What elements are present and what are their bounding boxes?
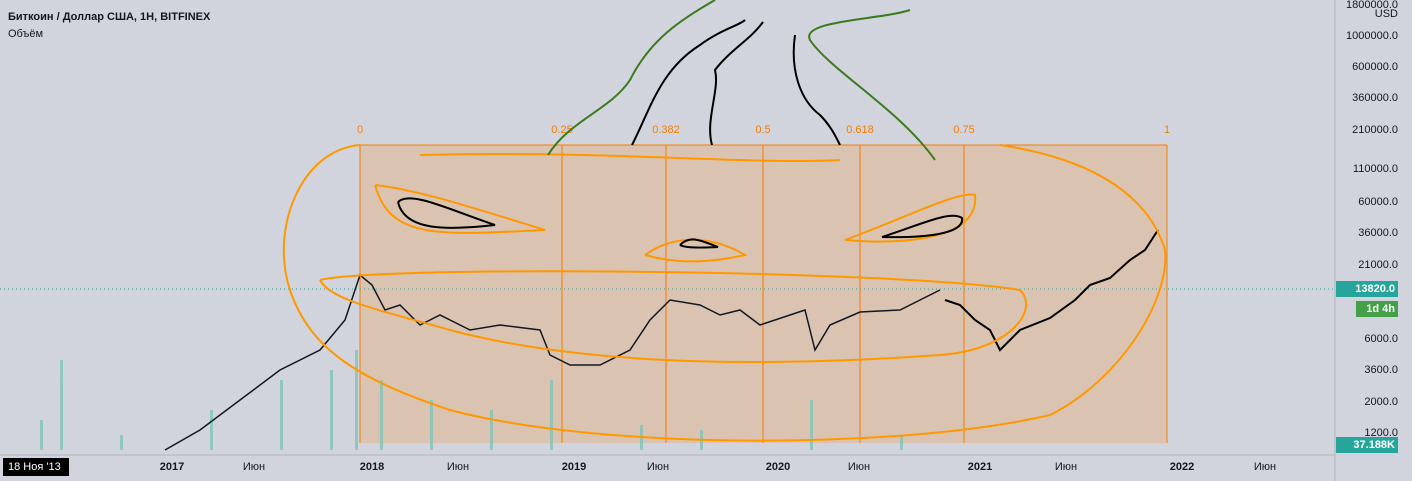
price-labels: 1800000.0 1000000.0 600000.0 360000.0 210000…	[1346, 0, 1398, 439]
price-label: 1800000.0	[1346, 0, 1398, 11]
time-label: 2022	[1170, 461, 1194, 473]
price-label: 360000.0	[1352, 92, 1398, 104]
countdown: 1d 4h	[1366, 303, 1395, 315]
fib-label: 1	[1164, 124, 1170, 136]
price-label: 3600.0	[1364, 364, 1398, 376]
fib-label: 0.75	[953, 124, 974, 136]
price-label: 600000.0	[1352, 61, 1398, 73]
time-label: Июн	[243, 461, 265, 473]
date-badge	[3, 458, 69, 476]
chart-title: Биткоин / Доллар США, 1Н, BITFINEX	[8, 11, 211, 23]
price-label: 2000.0	[1364, 396, 1398, 408]
fib-label: 0.618	[846, 124, 874, 136]
time-label: Июн	[1055, 461, 1077, 473]
price-badge	[1336, 281, 1398, 297]
fib-label: 0	[357, 124, 363, 136]
price-line	[164, 273, 941, 451]
decorative-strokes	[397, 0, 964, 249]
price-label: 21000.0	[1358, 259, 1398, 271]
price-label: 6000.0	[1364, 333, 1398, 345]
fib-label: 0.382	[652, 124, 680, 136]
price-label: 1000000.0	[1346, 30, 1398, 42]
unit-label: USD	[1375, 8, 1398, 20]
time-label: 2019	[562, 461, 586, 473]
time-label: 2018	[360, 461, 384, 473]
time-label: 2017	[160, 461, 184, 473]
last-price: 13820.0	[1355, 283, 1395, 295]
price-axis	[1335, 0, 1412, 481]
time-label: Июн	[447, 461, 469, 473]
countdown-badge	[1356, 301, 1398, 317]
price-label: 1200.0	[1364, 427, 1398, 439]
time-label: Июн	[848, 461, 870, 473]
start-date: 18 Ноя '13	[8, 461, 61, 473]
forecast-drawing	[944, 229, 1159, 352]
price-label: 210000.0	[1352, 124, 1398, 136]
time-label: Июн	[1254, 461, 1276, 473]
volume-label: Объём	[8, 28, 43, 40]
fib-label: 0.5	[755, 124, 770, 136]
price-label: 60000.0	[1358, 196, 1398, 208]
freehand-drawings	[282, 144, 1167, 442]
volume-badge	[1336, 437, 1398, 453]
volume-value: 37.188K	[1353, 439, 1395, 451]
time-label: 2020	[766, 461, 790, 473]
time-label: 2021	[968, 461, 992, 473]
time-labels: 2017 Июн 2018 Июн 2019 Июн 2020 Июн 2021 Июн 2022 И…	[160, 461, 1276, 473]
price-label: 110000.0	[1353, 163, 1398, 175]
fib-labels: 0 0.25 0.382 0.5 0.618 0.75 1	[357, 124, 1170, 136]
price-label: 36000.0	[1358, 227, 1398, 239]
time-label: Июн	[647, 461, 669, 473]
